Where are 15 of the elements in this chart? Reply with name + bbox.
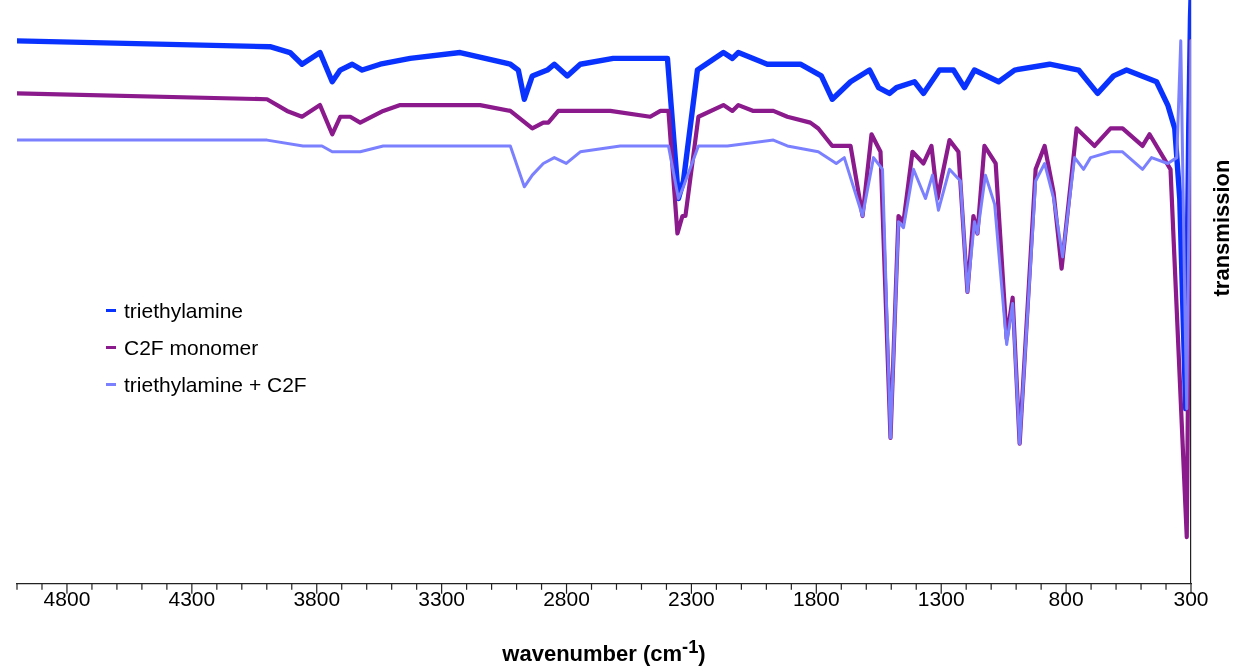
x-tick-label: 2300 <box>668 587 715 611</box>
x-tick-label: 1300 <box>917 587 965 611</box>
x-tick-label: 3300 <box>418 587 465 611</box>
x-tick-label: 1800 <box>792 587 840 611</box>
x-tick-label: 4300 <box>168 587 216 611</box>
x-tick-label: 4800 <box>43 587 91 611</box>
x-tick-label: 3800 <box>293 587 341 611</box>
legend-label: triethylamine + C2F <box>124 372 307 397</box>
x-tick-label: 800 <box>1048 587 1084 611</box>
legend-label: C2F monomer <box>124 335 259 360</box>
legend-label: triethylamine <box>124 298 244 323</box>
x-axis-title: wavenumber (cm$^{-1}$) <box>501 636 707 667</box>
x-tick-label: 2800 <box>543 587 590 611</box>
x-tick-label: 300 <box>1173 587 1209 611</box>
y-axis-title: transmission <box>1209 159 1235 297</box>
